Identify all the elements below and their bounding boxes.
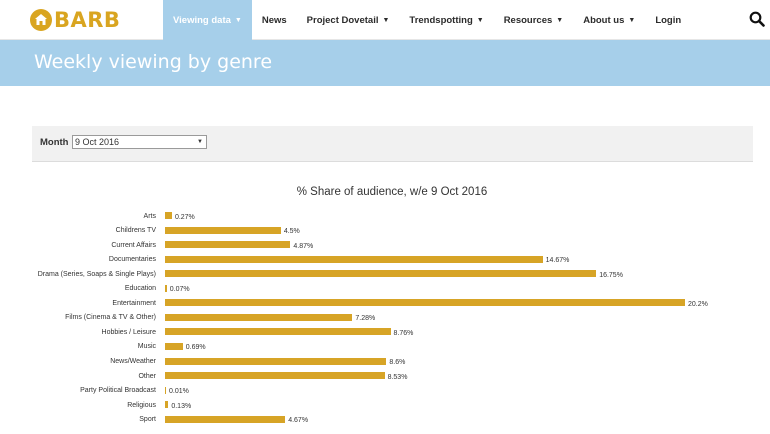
value-label: 4.5% xyxy=(283,228,300,236)
page-banner: Weekly viewing by genre xyxy=(0,40,770,86)
value-label: 0.01% xyxy=(169,388,189,396)
nav-item-viewing-data[interactable]: Viewing data ▼ xyxy=(163,0,252,40)
caret-down-icon: ▼ xyxy=(382,16,390,24)
nav-item-news[interactable]: News xyxy=(252,0,297,40)
nav-item-label: Project Dovetail xyxy=(306,14,379,26)
house-icon xyxy=(30,9,52,31)
nav-item-about-us[interactable]: About us ▼ xyxy=(573,0,645,40)
bar[interactable] xyxy=(165,212,172,219)
top-navigation: BARB Viewing data ▼ News Project Dovetail ▼ T… xyxy=(0,0,770,40)
nav-item-label: Resources xyxy=(503,14,553,26)
nav-item-resources[interactable]: Resources ▼ xyxy=(494,0,574,40)
bar[interactable] xyxy=(165,241,291,249)
category-label: Music xyxy=(137,343,156,351)
value-label: 7.28% xyxy=(355,315,376,323)
nav-item-project-dovetail[interactable]: Project Dovetail ▼ xyxy=(297,0,400,40)
category-label: Religious xyxy=(127,401,156,409)
category-label: Hobbies / Leisure xyxy=(101,328,156,336)
nav-item-label: Login xyxy=(655,14,682,26)
nav-item-login[interactable]: Login xyxy=(645,0,691,40)
value-label: 20.2% xyxy=(688,300,708,308)
value-label: 0.27% xyxy=(174,213,195,221)
value-label: 8.53% xyxy=(387,373,408,381)
nav-item-label: News xyxy=(261,14,287,26)
category-label: Current Affairs xyxy=(111,241,156,249)
nav-item-label: About us xyxy=(583,14,625,26)
value-label: 0.07% xyxy=(169,286,190,294)
bar[interactable] xyxy=(165,313,353,321)
nav-item-label: Trendspotting xyxy=(409,14,473,26)
brand-name: BARB xyxy=(54,8,121,32)
search-icon[interactable] xyxy=(749,11,765,27)
value-label: 16.75% xyxy=(599,271,623,279)
category-label: Documentaries xyxy=(108,256,156,264)
bar[interactable] xyxy=(165,386,166,394)
nav-item-trendspotting[interactable]: Trendspotting ▼ xyxy=(399,0,493,40)
value-label: 0.69% xyxy=(185,344,206,352)
value-label: 14.67% xyxy=(545,257,570,265)
month-select[interactable]: 9 Oct 2016 ▼ xyxy=(72,135,207,149)
dropdown-arrow-icon: ▼ xyxy=(197,139,203,145)
value-label: 0.13% xyxy=(171,402,192,410)
month-selected-value: 9 Oct 2016 xyxy=(75,137,120,147)
main-menu: Viewing data ▼ News Project Dovetail ▼ Trends… xyxy=(163,0,691,40)
category-label: Entertainment xyxy=(112,299,156,307)
category-label: Arts xyxy=(143,212,156,220)
bar[interactable] xyxy=(165,299,685,307)
bar[interactable] xyxy=(165,357,387,365)
chart-title: % Share of audience, w/e 9 Oct 2016 xyxy=(296,186,488,198)
caret-down-icon: ▼ xyxy=(234,16,242,24)
bar[interactable] xyxy=(165,372,385,380)
bar[interactable] xyxy=(165,328,391,336)
nav-item-label: Viewing data xyxy=(173,14,231,26)
category-label: Education xyxy=(124,285,156,293)
value-label: 8.76% xyxy=(393,329,414,337)
bar[interactable] xyxy=(165,415,286,423)
value-label: 8.6% xyxy=(389,359,406,366)
month-label: Month xyxy=(40,137,69,148)
category-label: Other xyxy=(138,372,156,380)
bar[interactable] xyxy=(165,226,281,234)
category-label: Party Political Broadcast xyxy=(80,387,156,395)
category-label: News/Weather xyxy=(110,358,156,365)
category-label: Films (Cinema & TV & Other) xyxy=(65,314,156,322)
value-label: 4.67% xyxy=(288,417,309,425)
caret-down-icon: ▼ xyxy=(628,16,636,24)
bar[interactable] xyxy=(165,255,543,263)
bar[interactable] xyxy=(165,401,169,409)
barb-logo[interactable]: BARB xyxy=(30,8,120,32)
bar[interactable] xyxy=(165,284,167,292)
category-label: Drama (Series, Soaps & Single Plays) xyxy=(37,270,156,278)
category-label: Childrens TV xyxy=(115,227,156,235)
caret-down-icon: ▼ xyxy=(476,16,484,24)
page-title: Weekly viewing by genre xyxy=(34,51,273,73)
value-label: 4.87% xyxy=(293,242,314,250)
caret-down-icon: ▼ xyxy=(556,16,564,24)
bar[interactable] xyxy=(165,342,183,350)
filter-bar: Month 9 Oct 2016 ▼ xyxy=(32,126,753,162)
category-label: Sport xyxy=(139,416,156,424)
bar[interactable] xyxy=(165,270,597,278)
